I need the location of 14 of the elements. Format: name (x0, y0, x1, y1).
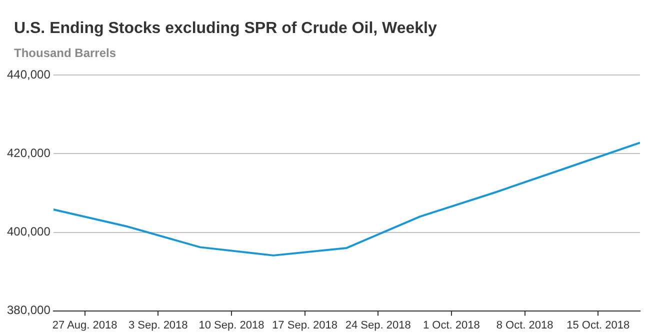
y-tick-label: 380,000 (6, 303, 51, 318)
y-tick-label: 420,000 (6, 146, 51, 160)
chart-title: U.S. Ending Stocks excluding SPR of Crude Oil, Weekly (14, 20, 437, 38)
x-tick-label: 15 Oct. 2018 (566, 319, 630, 332)
x-tick-label: 17 Sep. 2018 (272, 319, 338, 332)
chart-subtitle: Thousand Barrels (14, 46, 116, 60)
x-tick-label: 24 Sep. 2018 (345, 319, 411, 332)
x-tick-label: 27 Aug. 2018 (52, 319, 118, 332)
y-tick-label: 400,000 (6, 224, 51, 239)
y-tick-label: 440,000 (6, 68, 51, 82)
x-tick-label: 1 Oct. 2018 (423, 319, 480, 332)
x-tick-label: 10 Sep. 2018 (198, 319, 264, 332)
x-tick-label: 3 Sep. 2018 (128, 319, 188, 332)
x-tick-label: 8 Oct. 2018 (496, 319, 554, 332)
